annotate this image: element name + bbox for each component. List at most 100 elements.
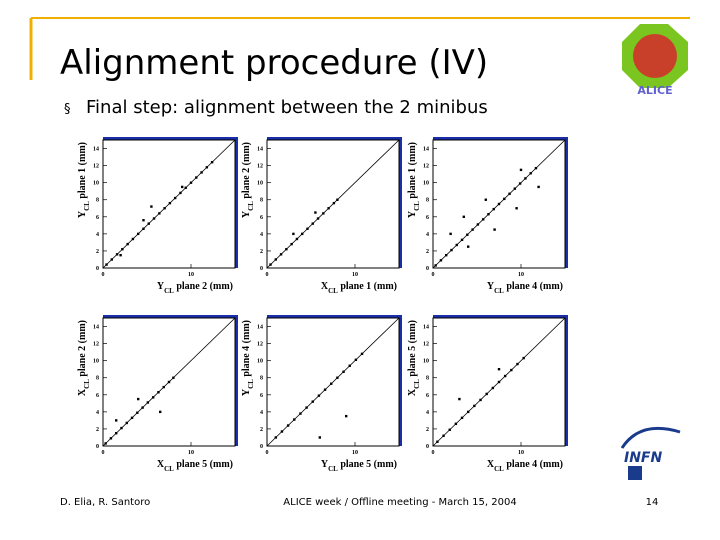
subtitle: Final step: alignment between the 2 mini… <box>86 97 488 118</box>
y-tick-label: 4 <box>260 410 263 416</box>
logo-shape <box>628 466 642 480</box>
x-tick-label: 10 <box>518 272 524 278</box>
y-tick-label: 4 <box>426 232 429 238</box>
point <box>442 434 445 437</box>
axis-label-part: CL <box>328 287 338 295</box>
point <box>522 356 525 360</box>
y-tick-label: 6 <box>426 215 429 221</box>
point <box>467 245 470 248</box>
point <box>285 248 288 251</box>
point <box>286 424 290 427</box>
axis-label-part: CL <box>413 379 421 389</box>
point <box>516 362 519 366</box>
point <box>491 386 495 390</box>
point <box>104 442 107 445</box>
axis-label: XCL plane 1 (mm) <box>321 281 397 295</box>
y-tick-label: 0 <box>426 266 429 272</box>
axis-label: YCL plane 1 (mm) <box>407 142 421 218</box>
axis-label: XCL plane 5 (mm) <box>407 320 421 396</box>
y-tick-label: 10 <box>93 181 99 187</box>
axis-label-part: plane 4 (mm) <box>241 320 252 379</box>
y-tick-label: 2 <box>96 427 99 433</box>
y-tick-label: 8 <box>260 376 263 382</box>
point <box>115 419 118 422</box>
point <box>280 430 284 433</box>
point <box>301 232 304 236</box>
axis-label-part: plane 1 (mm) <box>77 142 88 201</box>
title: Alignment procedure (IV) <box>60 43 488 83</box>
x-tick-label: 0 <box>432 272 435 278</box>
point <box>519 168 523 172</box>
axis-label-part: CL <box>164 465 174 473</box>
axis-label-part: CL <box>413 201 421 211</box>
point <box>295 237 299 241</box>
axis-label-part: plane 5 (mm) <box>174 459 233 470</box>
point <box>513 187 517 190</box>
point <box>497 202 501 206</box>
y-tick-label: 14 <box>257 325 263 331</box>
y-tick-label: 14 <box>423 147 429 153</box>
axis-label-part: plane 1 (mm) <box>407 142 418 201</box>
point <box>497 368 501 371</box>
point <box>322 212 325 215</box>
axis-label: XCL plane 2 (mm) <box>77 320 91 396</box>
point <box>306 227 309 230</box>
axis-label-part: X <box>407 388 418 396</box>
point <box>493 228 496 231</box>
point <box>151 396 155 399</box>
axis-label-part: Y <box>241 388 252 396</box>
logo-text: ALICE <box>637 84 672 97</box>
point <box>345 414 348 418</box>
point <box>360 352 364 356</box>
y-tick-label: 14 <box>423 325 429 331</box>
axis-label-part: X <box>157 459 165 470</box>
x-tick-label: 0 <box>266 450 269 456</box>
y-tick-label: 12 <box>257 164 263 170</box>
axis-label-part: CL <box>247 379 255 389</box>
point <box>497 380 501 384</box>
point <box>147 222 150 225</box>
y-tick-label: 6 <box>426 393 429 399</box>
point <box>316 217 320 220</box>
point <box>436 440 439 443</box>
point <box>332 201 336 205</box>
y-tick-label: 14 <box>93 325 99 331</box>
axis-label-part: plane 5 (mm) <box>338 459 397 470</box>
x-tick-label: 0 <box>266 272 269 278</box>
y-tick-label: 0 <box>96 444 99 450</box>
axis-label: YCL plane 2 (mm) <box>157 281 233 295</box>
point <box>292 232 295 236</box>
point <box>142 227 145 230</box>
y-tick-label: 0 <box>260 266 263 272</box>
axis-label-part: CL <box>494 465 504 473</box>
point <box>130 416 134 420</box>
y-tick-label: 12 <box>423 342 429 348</box>
point <box>126 242 129 246</box>
point <box>348 364 351 367</box>
y-tick-label: 10 <box>93 359 99 365</box>
y-tick-label: 6 <box>96 393 99 399</box>
point <box>142 219 145 222</box>
point <box>109 437 113 440</box>
point <box>460 238 464 242</box>
point <box>336 198 339 201</box>
axis-label-part: X <box>487 459 495 470</box>
point <box>449 232 452 236</box>
axis-label-part: plane 4 (mm) <box>504 281 563 292</box>
point <box>152 217 156 220</box>
axis-label: YCL plane 4 (mm) <box>487 281 563 295</box>
axis-label-part: CL <box>83 201 91 211</box>
y-tick-label: 2 <box>260 249 263 255</box>
y-tick-label: 4 <box>96 232 99 238</box>
footer-event: ALICE week / Offline meeting - March 15,… <box>283 497 516 508</box>
x-tick-label: 10 <box>352 272 358 278</box>
axis-label-part: plane 4 (mm) <box>504 459 563 470</box>
point <box>141 406 144 409</box>
axis-label-part: CL <box>494 287 504 295</box>
axis-label: YCL plane 2 (mm) <box>241 142 255 218</box>
point <box>460 416 464 420</box>
point <box>200 171 203 174</box>
point <box>537 185 540 189</box>
point <box>448 428 451 431</box>
